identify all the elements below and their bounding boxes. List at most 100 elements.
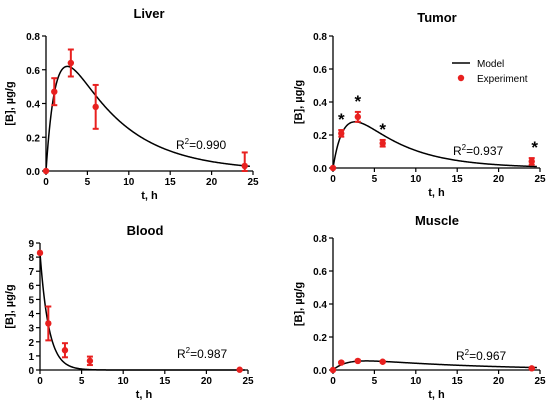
chart-panel-liver: Liver 0.0 0.2 0.4 0.6 0.8 0 5 10 15 20 25 t, h [B], µ… [4,6,259,202]
experiment-point [241,162,248,170]
experiment-point [86,357,94,365]
y-tick-label: 5 [28,295,34,306]
x-tick-label: 0 [330,174,336,185]
x-tick-label: 5 [85,177,91,188]
legend: Model Experiment [452,59,528,85]
experiment-point [354,113,362,121]
chart-panel-tumor: Tumor 0.0 0.2 0.4 0.6 0.8 0 5 10 15 20 25 t, h [B], µ… [293,10,546,199]
x-tick-label: 15 [452,376,464,387]
y-tick-label: 0.4 [313,300,327,311]
x-tick-label: 15 [165,177,177,188]
experiment-point [329,366,337,374]
significance-asterisk: * [379,120,386,139]
x-tick-label: 10 [410,174,422,185]
experiment-point [67,59,75,67]
x-tick-label: 25 [534,376,546,387]
y-tick-label: 7 [28,267,34,278]
x-tick-label: 5 [372,376,378,387]
legend-experiment-label: Experiment [477,74,528,85]
x-tick-label: 20 [206,177,218,188]
y-tick-label: 0.6 [313,65,327,76]
chart-title: Blood [127,223,164,238]
x-tick-label: 20 [493,376,505,387]
y-axis-label: [B], µg/g [4,284,16,328]
r-squared-label: R2=0.967 [456,348,506,363]
x-tick-label: 0 [43,177,49,188]
y-tick-label: 0.2 [313,333,327,344]
experiment-point [528,365,535,372]
experiment-point [329,164,337,172]
y-tick-label: 9 [28,239,34,250]
y-tick-label: 0.4 [313,98,327,109]
chart-title: Liver [133,6,164,21]
experiment-point [338,130,345,137]
chart-panel-muscle: Muscle 0.0 0.2 0.4 0.6 0.8 0 5 10 15 20 25 t, h [B], … [293,213,546,401]
y-axis-label: [B], µg/g [293,80,305,124]
significance-asterisk: * [355,92,362,111]
legend-experiment-swatch [457,74,465,82]
y-tick-label: 0.2 [26,133,40,144]
model-curve [332,121,537,169]
x-tick-label: 20 [201,376,213,387]
x-tick-label: 10 [123,177,135,188]
model-curve [332,360,537,371]
model-curve [39,252,245,371]
x-axis-label: t, h [141,190,158,202]
y-tick-label: 4 [28,310,34,321]
x-tick-label: 5 [79,376,85,387]
y-tick-label: 3 [28,324,34,335]
y-tick-label: 0.8 [313,234,327,245]
x-tick-label: 15 [452,174,464,185]
experiment-point [92,103,99,111]
y-tick-label: 1 [28,352,34,363]
y-tick-label: 0.8 [26,32,40,43]
r-squared-label: R2=0.987 [177,346,227,361]
x-tick-label: 0 [330,376,336,387]
experiment-point [379,140,386,147]
model-curve [45,65,250,172]
chart-panel-blood: Blood 0 1 2 3 4 5 6 7 8 9 0 5 10 15 20 25 t, h [B], µg/g R2… [4,223,254,401]
x-tick-label: 25 [242,376,254,387]
chart-title: Tumor [417,10,456,25]
y-tick-label: 2 [28,338,34,349]
x-axis-label: t, h [428,389,445,401]
experiment-point [236,366,243,373]
significance-asterisk: * [338,110,345,129]
x-axis-label: t, h [136,389,153,401]
x-tick-label: 10 [118,376,130,387]
experiment-point [338,359,345,366]
y-tick-label: 0.0 [26,167,40,178]
y-tick-label: 0.2 [313,131,327,142]
legend-model-label: Model [477,59,504,70]
y-tick-label: 8 [28,253,34,264]
y-axis-label: [B], µg/g [4,81,16,125]
y-tick-label: 0.4 [26,100,40,111]
x-tick-label: 20 [493,174,505,185]
experiment-point [51,88,58,95]
x-tick-label: 25 [534,174,546,185]
experiment-point [42,167,50,175]
significance-asterisk: * [531,138,538,157]
experiment-point [61,347,69,354]
experiment-point [354,357,362,365]
y-tick-label: 0.0 [313,164,327,175]
r-squared-label: R2=0.937 [453,143,503,158]
r-squared-label: R2=0.990 [176,137,226,152]
x-tick-label: 0 [37,376,43,387]
chart-title: Muscle [415,213,459,228]
experiment-point [36,249,44,257]
experiment-point [379,358,386,365]
y-axis-label: [B], µg/g [293,282,305,326]
experiment-point [528,158,535,165]
y-tick-label: 0.6 [313,267,327,278]
x-axis-label: t, h [428,187,445,199]
x-tick-label: 10 [410,376,422,387]
y-tick-label: 0.6 [26,66,40,77]
y-tick-label: 0.0 [313,366,327,377]
x-tick-label: 15 [159,376,171,387]
x-tick-label: 5 [372,174,378,185]
y-tick-label: 0.8 [313,32,327,43]
y-tick-label: 6 [28,281,34,292]
x-tick-label: 25 [247,177,259,188]
